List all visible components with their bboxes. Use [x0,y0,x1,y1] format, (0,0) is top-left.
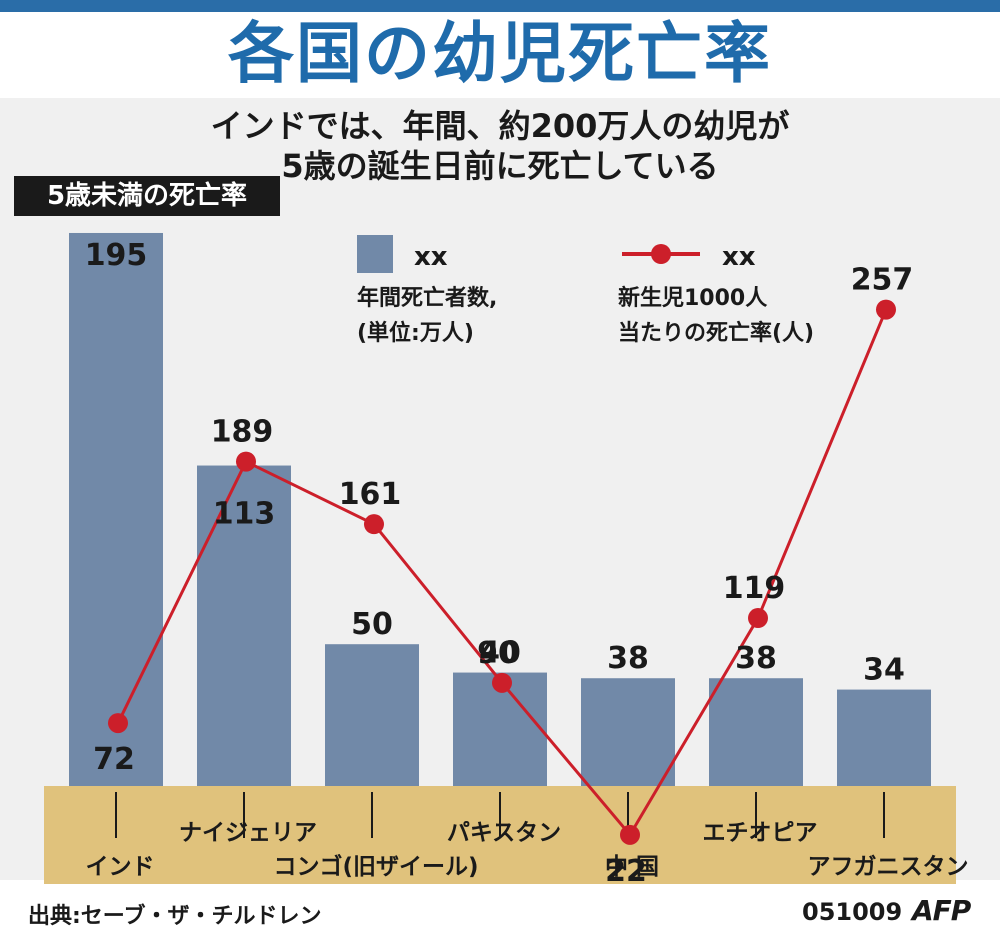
legend-line-marker [651,244,671,264]
line-point-2 [364,514,384,535]
legend-bar-desc-1: 年間死亡者数, [357,285,497,311]
category-label-3: パキスタン [447,820,561,846]
category-label-5: エチオピア [703,820,818,846]
subtitle-line-2: 5歳の誕生日前に死亡している [281,147,719,185]
line-point-6 [876,299,896,320]
source-note: 出典:セーブ・ザ・チルドレン [28,904,322,929]
category-label-4: 中 国 [605,854,659,880]
line-value-label-5: 119 [723,571,786,606]
bar-4 [581,678,675,786]
legend-line-desc-1: 新生児1000人 [618,285,767,311]
chart-title: 各国の幼児死亡率 [228,15,772,92]
category-label-0: インド [86,854,155,880]
category-label-6: アフガニスタン [808,854,969,880]
bar-value-label-3: 40 [479,636,521,671]
bar-value-label-6: 34 [863,653,905,688]
bar-5 [709,678,803,786]
line-point-0 [108,713,128,734]
legend: xx 年間死亡者数, (単位:万人) xx 新生児1000人 当たりの死亡率(人… [357,235,814,346]
bar-6 [837,689,931,786]
line-value-label-4: 22 [605,854,647,889]
bar-value-label-5: 38 [735,641,777,676]
bars-layer [69,232,931,787]
line-value-label-6: 257 [851,263,914,298]
bar-value-label-1: 113 [213,497,276,532]
date-code: 051009 [802,898,903,926]
bar-0 [69,232,163,787]
line-value-label-1: 189 [211,415,274,450]
line-point-5 [748,608,768,629]
legend-line-title: xx [722,242,756,272]
top-accent-bar [0,0,1000,12]
line-value-label-3: 90 [477,636,519,671]
chart-subtitle: インドでは、年間、約200万人の幼児が 5歳の誕生日前に死亡している [0,106,1000,186]
bar-2 [325,644,419,786]
subtitle-line-1: インドでは、年間、約200万人の幼児が [210,107,790,145]
line-layer [108,299,896,845]
ticks-layer [115,792,885,838]
legend-bar-title: xx [414,242,448,272]
legend-line-desc-2: 当たりの死亡率(人) [618,320,814,346]
line-value-label-2: 161 [339,477,402,512]
line-point-4 [620,824,640,845]
afp-logo: AFP [912,894,971,927]
category-label-2: コンゴ(旧ザイール) [273,853,478,880]
bar-value-label-4: 38 [607,641,649,676]
y-axis-badge: 5歳未満の死亡率 [14,176,280,216]
bar-value-label-0: 195 [85,238,148,273]
legend-bar-desc-2: (単位:万人) [357,320,474,346]
legend-bar-swatch [357,235,393,273]
line-point-3 [492,672,512,693]
bar-value-label-2: 50 [351,607,393,642]
line-point-1 [236,451,256,472]
line-value-label-0: 72 [93,742,135,777]
bar-1 [197,465,291,786]
category-label-1: ナイジェリア [179,820,317,846]
